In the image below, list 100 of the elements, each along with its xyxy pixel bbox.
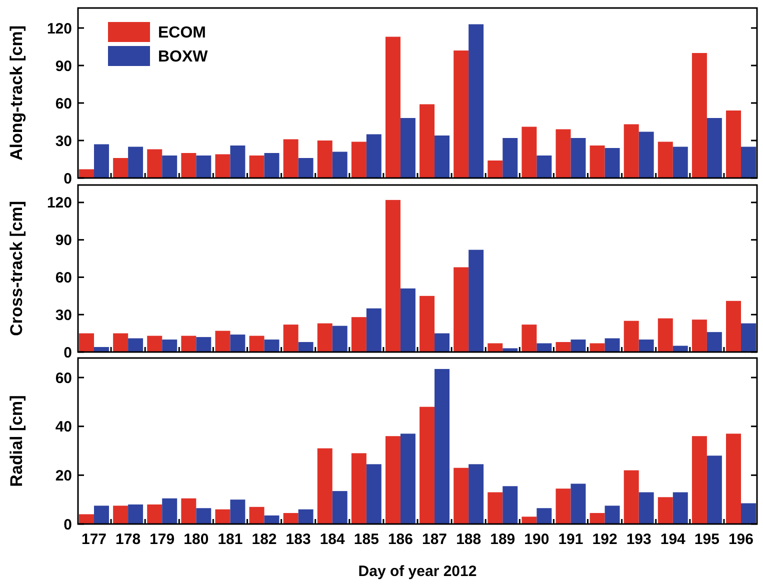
x-axis-title: Day of year 2012 bbox=[358, 563, 477, 580]
bar bbox=[658, 318, 673, 352]
bar bbox=[264, 515, 280, 524]
bar bbox=[181, 153, 196, 178]
bar bbox=[706, 118, 722, 178]
bar bbox=[94, 506, 109, 524]
bar bbox=[468, 24, 484, 178]
bar bbox=[672, 492, 688, 524]
bar bbox=[147, 336, 162, 352]
bar bbox=[113, 506, 128, 524]
bar bbox=[536, 156, 552, 178]
bar bbox=[536, 508, 552, 524]
bar bbox=[488, 343, 503, 352]
y-tick-label: 40 bbox=[55, 418, 72, 436]
bar bbox=[162, 498, 178, 524]
bar bbox=[590, 146, 605, 178]
y-tick-label: 20 bbox=[55, 467, 72, 484]
bar bbox=[215, 509, 230, 524]
bar bbox=[434, 368, 450, 524]
bar bbox=[113, 333, 128, 352]
y-tick-label: 90 bbox=[55, 58, 72, 75]
bar bbox=[128, 504, 144, 524]
bar bbox=[79, 333, 94, 352]
y-tick-label: 60 bbox=[55, 370, 72, 387]
bar bbox=[570, 138, 586, 178]
bar bbox=[488, 492, 503, 524]
y-tick-label: 0 bbox=[64, 344, 72, 362]
bar bbox=[385, 436, 400, 524]
x-tick-label: 186 bbox=[388, 531, 413, 548]
bar bbox=[692, 320, 707, 352]
bar bbox=[672, 146, 688, 178]
bar bbox=[181, 498, 196, 524]
bar bbox=[264, 340, 280, 352]
bar bbox=[215, 154, 230, 178]
bar bbox=[556, 488, 571, 524]
bar bbox=[317, 448, 332, 524]
bar bbox=[692, 436, 707, 524]
bar bbox=[638, 492, 654, 524]
bar bbox=[249, 506, 264, 524]
y-tick-label: 60 bbox=[55, 95, 72, 112]
bar bbox=[283, 513, 298, 524]
x-tick-label: 177 bbox=[81, 531, 107, 548]
bar bbox=[147, 149, 162, 178]
bar bbox=[692, 53, 707, 178]
bar bbox=[502, 486, 518, 524]
bar bbox=[317, 140, 332, 178]
bar bbox=[181, 336, 196, 352]
bar bbox=[196, 156, 212, 178]
x-tick-label: 179 bbox=[150, 531, 175, 548]
bar bbox=[522, 516, 537, 524]
bar bbox=[298, 158, 314, 178]
bar bbox=[79, 169, 94, 178]
x-tick-label: 187 bbox=[422, 531, 448, 548]
bar bbox=[230, 500, 246, 524]
bar bbox=[454, 267, 469, 352]
bar bbox=[283, 324, 298, 352]
bar bbox=[740, 323, 756, 352]
bar bbox=[147, 504, 162, 524]
x-tick-label: 181 bbox=[218, 531, 243, 548]
y-tick-label: 120 bbox=[46, 20, 72, 38]
bar bbox=[468, 250, 484, 352]
bar bbox=[128, 338, 144, 352]
bar bbox=[604, 148, 620, 178]
bar bbox=[249, 336, 264, 352]
bar bbox=[94, 347, 109, 352]
bar bbox=[502, 138, 518, 178]
x-tick-label: 180 bbox=[184, 531, 209, 548]
bar bbox=[556, 342, 571, 352]
bar bbox=[706, 332, 722, 352]
bar bbox=[332, 491, 348, 524]
bar bbox=[298, 342, 314, 352]
bar bbox=[420, 406, 435, 524]
bar bbox=[113, 158, 128, 178]
bar bbox=[332, 152, 348, 178]
bar bbox=[317, 323, 332, 352]
bar bbox=[230, 146, 246, 178]
x-tick-label: 185 bbox=[354, 531, 379, 548]
y-axis-title: Cross-track [cm] bbox=[7, 200, 26, 336]
bar bbox=[366, 464, 382, 524]
x-tick-label: 183 bbox=[286, 531, 311, 548]
bar bbox=[570, 484, 586, 524]
bar bbox=[79, 514, 94, 524]
bar bbox=[638, 132, 654, 178]
y-tick-label: 120 bbox=[46, 194, 72, 212]
bar bbox=[400, 434, 416, 524]
x-tick-label: 188 bbox=[456, 531, 482, 548]
bar bbox=[434, 136, 450, 178]
bar bbox=[624, 320, 639, 352]
bar bbox=[454, 468, 469, 524]
bar bbox=[740, 503, 756, 524]
bar bbox=[740, 146, 756, 178]
x-tick-label: 178 bbox=[116, 531, 141, 548]
bar bbox=[283, 139, 298, 178]
bar bbox=[351, 453, 366, 524]
bar bbox=[726, 110, 741, 178]
bar bbox=[400, 118, 416, 178]
bar bbox=[332, 326, 348, 352]
bar bbox=[351, 317, 366, 352]
x-tick-label: 195 bbox=[694, 531, 720, 548]
bar bbox=[624, 124, 639, 178]
